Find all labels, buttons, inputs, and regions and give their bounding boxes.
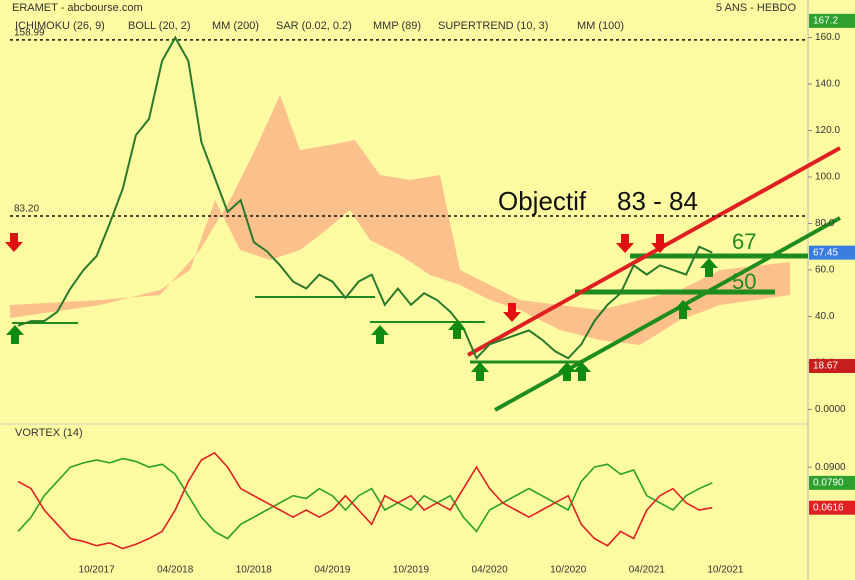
series-line <box>17 35 713 361</box>
value-marker <box>809 13 855 28</box>
signal-arrow <box>471 362 489 381</box>
value-marker-label: 167.2 <box>813 15 838 26</box>
value-marker-label: 0.0616 <box>813 502 844 513</box>
reference-label: 83.20 <box>14 204 39 215</box>
x-tick-label: 04/2021 <box>629 565 666 576</box>
y-tick-label: 0.0000 <box>815 404 846 415</box>
signal-arrow <box>616 234 634 253</box>
signal-arrow <box>503 303 521 322</box>
x-tick-label: 10/2018 <box>236 565 273 576</box>
legend-entry: SUPERTREND (10, 3) <box>438 20 548 32</box>
annotation: 83 - 84 <box>617 186 698 216</box>
x-tick-label: 04/2019 <box>314 565 351 576</box>
signal-arrow <box>6 325 24 344</box>
value-marker <box>809 500 855 515</box>
signal-arrow <box>558 362 576 381</box>
y-tick-label: 40.0 <box>815 311 835 322</box>
ichimoku-cloud <box>10 95 790 345</box>
value-marker-label: 0.0790 <box>813 477 844 488</box>
annotation: Objectif <box>498 186 587 216</box>
value-marker <box>809 475 855 490</box>
signal-arrow <box>371 325 389 344</box>
x-tick-label: 10/2019 <box>393 565 430 576</box>
legend-entry: MMP (89) <box>373 20 421 32</box>
signal-arrow <box>573 362 591 381</box>
series-line <box>17 451 713 550</box>
y-tick-label: 80.0 <box>815 218 835 229</box>
x-tick-label: 10/2020 <box>550 565 587 576</box>
value-marker-label: 67.45 <box>813 247 838 258</box>
series-line <box>17 457 713 540</box>
annotation: 50 <box>732 269 756 294</box>
signal-arrow <box>651 234 669 253</box>
signal-arrow <box>674 300 692 319</box>
x-tick-label: 10/2021 <box>707 565 744 576</box>
legend-entry: SAR (0.02, 0.2) <box>276 20 352 32</box>
y-tick-label: 0.0900 <box>815 462 846 473</box>
value-marker <box>809 358 855 373</box>
support-lines <box>12 216 841 412</box>
y-tick-label: 60.0 <box>815 265 835 276</box>
legend-entry: ICHIMOKU (26, 9) <box>15 20 105 32</box>
signal-arrow <box>5 233 23 252</box>
legend-entry: BOLL (20, 2) <box>128 20 191 32</box>
legend-entry: MM (100) <box>577 20 624 32</box>
y-tick-label: 120.0 <box>815 125 840 136</box>
value-marker <box>809 245 855 260</box>
legend-entry: MM (200) <box>212 20 259 32</box>
reference-label: 158.99 <box>14 28 45 39</box>
x-tick-label: 04/2018 <box>157 565 194 576</box>
page-title: ERAMET - abcbourse.com <box>12 2 143 14</box>
y-tick-label: 100.0 <box>815 172 840 183</box>
value-marker-label: 18.67 <box>813 361 838 372</box>
x-tick-label: 10/2017 <box>79 565 116 576</box>
x-tick-label: 04/2020 <box>472 565 509 576</box>
panel-title: VORTEX (14) <box>15 427 83 439</box>
y-tick-label: 140.0 <box>815 79 840 90</box>
resistance-trend <box>467 146 841 357</box>
signal-arrow <box>448 320 466 339</box>
signal-arrow <box>700 258 718 277</box>
annotation: 67 <box>732 229 756 254</box>
y-tick-label: 160.0 <box>815 32 840 43</box>
period: 5 ANS - HEBDO <box>716 2 797 14</box>
